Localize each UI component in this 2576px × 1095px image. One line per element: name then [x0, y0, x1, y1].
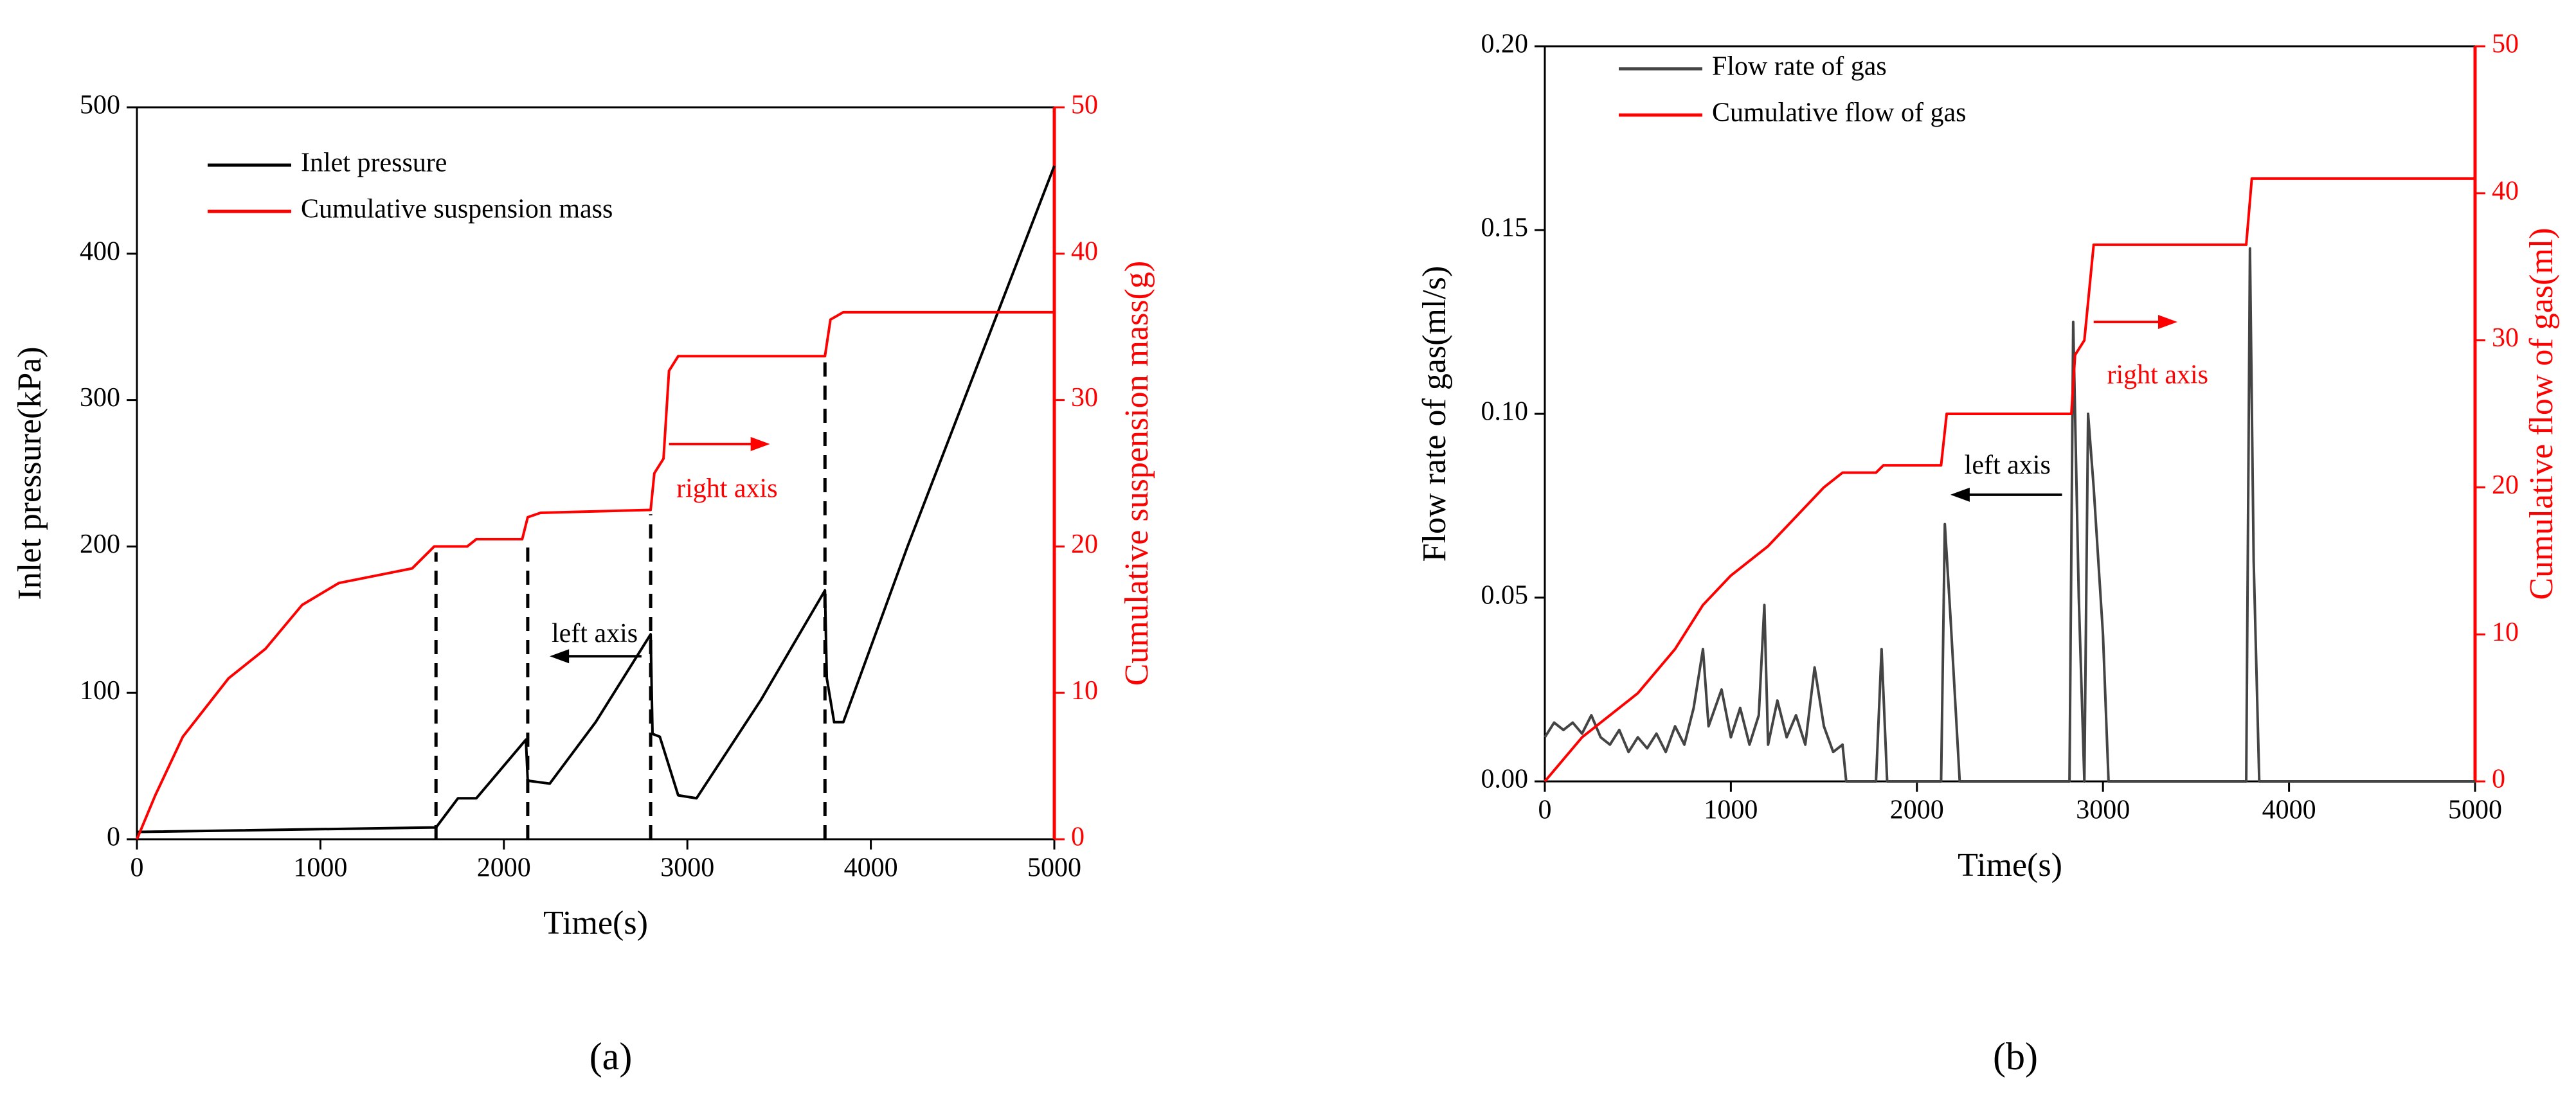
y2-axis-label: Cumulative flow of gas(ml)	[2523, 227, 2560, 600]
annotation: left axis	[1965, 450, 2051, 480]
y2-tick-label: 10	[1071, 676, 1098, 706]
x-tick-label: 4000	[2262, 796, 2316, 825]
arrow-head	[1950, 487, 1970, 502]
annotation: right axis	[2107, 360, 2208, 389]
y-axis-label: Inlet pressure(kPa)	[12, 346, 48, 600]
y2-axis-label: Cumulative suspension mass(g)	[1119, 261, 1155, 686]
x-tick-label: 5000	[1027, 853, 1081, 883]
arrow-head	[750, 436, 770, 451]
y-tick-label: 0	[107, 823, 120, 852]
x-tick-label: 1000	[293, 853, 347, 883]
y-tick-label: 100	[80, 676, 120, 706]
x-tick-label: 3000	[660, 853, 714, 883]
annotation: right axis	[676, 474, 777, 503]
y2-tick-label: 30	[2492, 323, 2519, 353]
series-line	[1544, 177, 2475, 783]
y-tick-label: 0.15	[1481, 213, 1529, 243]
y-tick-label: 400	[80, 236, 120, 266]
y2-tick-label: 40	[1071, 236, 1098, 266]
x-tick-label: 2000	[1890, 796, 1944, 825]
panel-label: (a)	[590, 1035, 633, 1078]
y2-tick-label: 0	[1071, 823, 1085, 852]
y2-tick-label: 50	[2492, 30, 2519, 59]
panel-label: (b)	[1993, 1035, 2038, 1078]
x-tick-label: 3000	[2076, 796, 2130, 825]
y2-tick-label: 20	[1071, 530, 1098, 559]
x-tick-label: 2000	[477, 853, 531, 883]
y2-tick-label: 0	[2492, 765, 2505, 794]
y2-tick-label: 20	[2492, 470, 2519, 500]
y2-tick-label: 50	[1071, 91, 1098, 120]
x-axis-label: Time(s)	[543, 905, 648, 941]
arrow-head	[550, 649, 570, 664]
y-tick-label: 300	[80, 383, 120, 413]
y-tick-label: 0.05	[1481, 581, 1529, 610]
y2-tick-label: 30	[1071, 383, 1098, 413]
y-tick-label: 0.20	[1481, 30, 1529, 59]
legend-label: Cumulative suspension mass	[301, 195, 613, 224]
series-line	[1544, 247, 2475, 783]
x-axis-label: Time(s)	[1958, 847, 2062, 884]
x-tick-label: 0	[1538, 796, 1552, 825]
legend-label: Cumulative flow of gas	[1712, 98, 1966, 128]
y2-tick-label: 40	[2492, 176, 2519, 206]
annotation: left axis	[552, 619, 638, 648]
x-tick-label: 5000	[2448, 796, 2502, 825]
legend-label: Inlet pressure	[301, 148, 447, 178]
y-tick-label: 200	[80, 530, 120, 559]
x-tick-label: 1000	[1704, 796, 1758, 825]
series-line	[136, 165, 1056, 833]
x-tick-label: 0	[131, 853, 144, 883]
y2-tick-label: 10	[2492, 618, 2519, 647]
y-tick-label: 0.00	[1481, 765, 1529, 794]
series-line	[136, 310, 1054, 840]
x-tick-label: 4000	[844, 853, 898, 883]
legend-label: Flow rate of gas	[1712, 52, 1887, 82]
y-tick-label: 500	[80, 91, 120, 120]
y-tick-label: 0.10	[1481, 397, 1529, 427]
arrow-head	[2157, 315, 2177, 329]
y-axis-label: Flow rate of gas(ml/s)	[1416, 266, 1453, 562]
